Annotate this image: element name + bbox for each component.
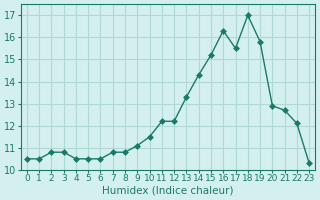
X-axis label: Humidex (Indice chaleur): Humidex (Indice chaleur): [102, 186, 234, 196]
